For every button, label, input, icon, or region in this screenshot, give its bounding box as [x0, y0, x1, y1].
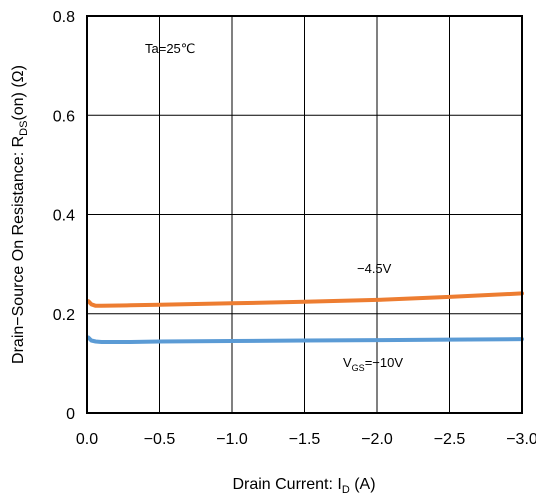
x-tick-label: 0.0 — [76, 431, 98, 448]
y-axis-label-sub: DS — [18, 121, 30, 136]
series-label-vgs-10v: VGS=−10V — [343, 355, 403, 373]
series-line-vgs-10v — [86, 335, 524, 344]
condition-annotation: Ta=25℃ — [145, 41, 195, 56]
y-axis-label: Drain−Source On Resistance: RDS(on) (Ω) — [10, 65, 30, 364]
y-axis-label-main: Drain−Source On Resistance: R — [10, 136, 27, 364]
x-axis-label-unit: (A) — [350, 476, 376, 493]
x-tick-label: −1.5 — [289, 431, 321, 448]
y-tick-label: 0.2 — [53, 307, 75, 324]
vgs-subscript: GS — [352, 363, 365, 373]
x-tick-label: −0.5 — [144, 431, 176, 448]
tick-labels: 0.0 −0.5 −1.0 −1.5 −2.0 −2.5 −3.0 0 0.2 0.4 0.6 0.8 — [53, 9, 536, 448]
x-tick-label: −2.5 — [434, 431, 466, 448]
x-axis-label-main: Drain Current: I — [232, 476, 341, 493]
vgs-symbol: V — [343, 355, 352, 370]
plot-frame — [86, 15, 523, 414]
y-tick-label: 0.4 — [53, 208, 75, 225]
y-axis-label-tail: (on) (Ω) — [10, 65, 27, 121]
series-line-4-5v — [86, 291, 524, 308]
x-tick-label: −3.0 — [506, 431, 536, 448]
series-label-4-5v: −4.5V — [357, 261, 392, 276]
x-axis-label-sub: D — [342, 484, 350, 496]
vgs-value: =−10V — [365, 355, 404, 370]
y-tick-label: 0 — [66, 406, 75, 423]
series-layer — [86, 291, 524, 344]
grid-lines — [87, 16, 522, 413]
x-tick-label: −1.0 — [216, 431, 248, 448]
x-axis-label: Drain Current: ID (A) — [232, 476, 375, 496]
x-tick-label: −2.0 — [361, 431, 393, 448]
y-tick-label: 0.6 — [53, 108, 75, 125]
y-tick-label: 0.8 — [53, 9, 75, 26]
